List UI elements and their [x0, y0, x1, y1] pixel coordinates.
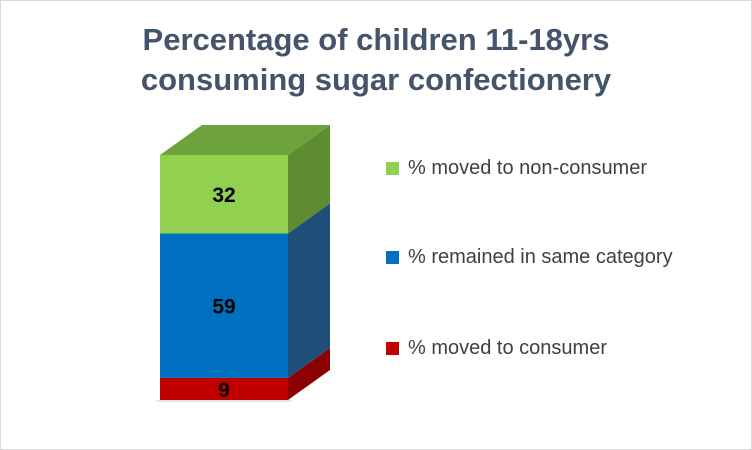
legend-label-consumer: % moved to consumer: [408, 337, 607, 359]
data-label-non-consumer: 32: [212, 184, 235, 207]
bar-side-non-consumer: [288, 125, 330, 234]
data-label-same-category: 59: [212, 296, 235, 319]
chart-title-line-2: consuming sugar confectionery: [140, 62, 612, 97]
chart-title-line-1: Percentage of children 11-18yrs: [142, 22, 610, 57]
legend-swatch-same-category: [386, 251, 399, 264]
legend-swatch-consumer: [386, 342, 399, 355]
legend-label-same-category: % remained in same category: [408, 246, 673, 268]
chart-title: Percentage of children 11-18yrs consumin…: [0, 20, 752, 100]
bar-side-consumer: [288, 347, 330, 400]
bar-side-same-category: [288, 203, 330, 378]
bar-top-non-consumer: [160, 125, 330, 155]
bar-segment-non-consumer: [160, 155, 288, 234]
bar-segment-same-category: [160, 233, 288, 378]
legend-swatch-non-consumer: [386, 162, 399, 175]
legend-label-non-consumer: % moved to non-consumer: [408, 157, 648, 179]
data-label-consumer: 9: [218, 379, 230, 402]
bar-segment-consumer: [160, 377, 288, 400]
